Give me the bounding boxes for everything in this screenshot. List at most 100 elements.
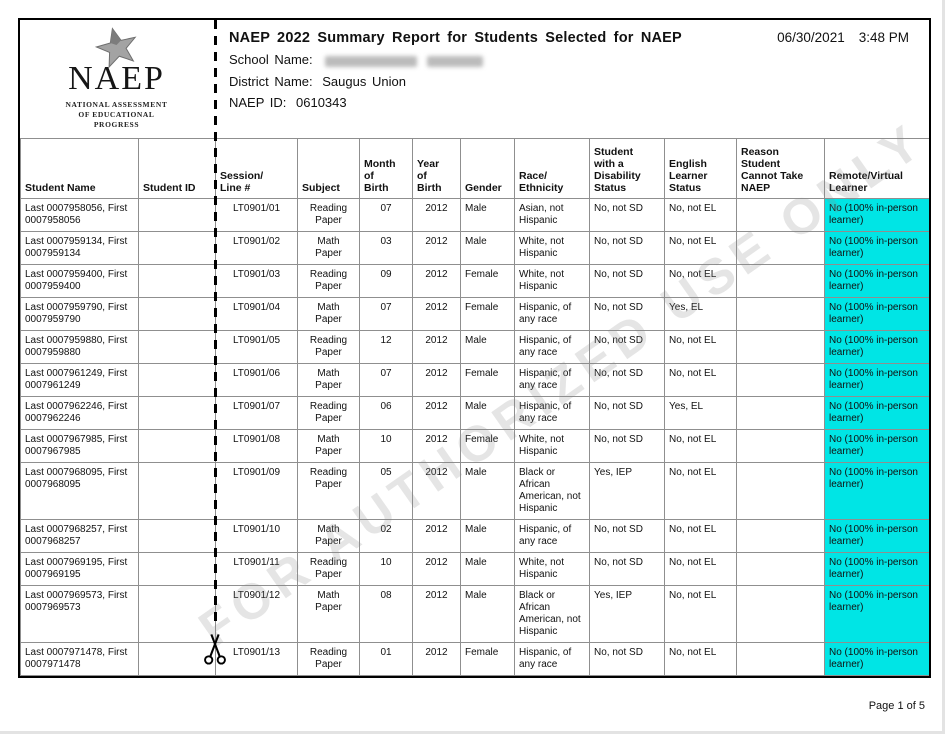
column-header-race-ethnicity: Race/ Ethnicity — [514, 138, 590, 200]
cell-disability-status: No, not SD — [589, 363, 665, 398]
cell-student-id — [138, 552, 216, 587]
cell-disability-status: No, not SD — [589, 429, 665, 464]
table-body: Last 0007958056, First 0007958056 LT0901/… — [20, 198, 929, 677]
cell-race-ethnicity: Black or African American, not Hispanic — [514, 585, 590, 644]
cell-el-status: No, not EL — [664, 642, 737, 677]
cell-subject: Reading Paper — [297, 642, 360, 677]
cell-student-id — [138, 429, 216, 464]
cell-year-of-birth: 2012 — [412, 264, 461, 299]
tagline-line: OF EDUCATIONAL — [78, 110, 155, 120]
cell-remote-virtual: No (100% in-person learner) — [824, 585, 929, 644]
district-name-line: District Name: Saugus Union — [229, 74, 915, 89]
cell-reason-cannot-take — [736, 297, 825, 332]
cell-student-id — [138, 297, 216, 332]
cell-reason-cannot-take — [736, 519, 825, 554]
cell-reason-cannot-take — [736, 363, 825, 398]
cell-el-status: No, not EL — [664, 330, 737, 365]
cell-remote-virtual: No (100% in-person learner) — [824, 642, 929, 677]
tagline-line: PROGRESS — [93, 120, 140, 130]
cell-race-ethnicity: Black or African American, not Hispanic — [514, 462, 590, 521]
cell-gender: Male — [460, 231, 515, 266]
cell-el-status: No, not EL — [664, 519, 737, 554]
report-page: NAEP NATIONAL ASSESSMENT OF EDUCATIONAL … — [18, 18, 931, 679]
cell-remote-virtual: No (100% in-person learner) — [824, 363, 929, 398]
cell-month-of-birth: 07 — [359, 363, 413, 398]
column-header-disability-status: Student with a Disability Status — [589, 138, 665, 200]
cell-student-name: Last 0007968257, First 0007968257 — [20, 519, 139, 554]
cell-year-of-birth: 2012 — [412, 552, 461, 587]
column-header-student-id: Student ID — [138, 138, 216, 200]
column-header-reason-cannot-take: Reason Student Cannot Take NAEP — [736, 138, 825, 200]
cell-student-name: Last 0007969195, First 0007969195 — [20, 552, 139, 587]
logo-tagline: NATIONAL ASSESSMENT OF EDUCATIONAL PROGR… — [66, 100, 168, 130]
cut-dashed-line — [214, 20, 217, 629]
cell-student-id — [138, 462, 216, 521]
cell-month-of-birth: 06 — [359, 396, 413, 431]
students-table: Student Name Student ID Session/ Line # Sub… — [20, 138, 929, 677]
column-header-subject: Subject — [297, 138, 360, 200]
cell-session-line: LT0901/06 — [215, 363, 298, 398]
cell-session-line: LT0901/11 — [215, 552, 298, 587]
cell-reason-cannot-take — [736, 396, 825, 431]
cell-year-of-birth: 2012 — [412, 519, 461, 554]
cell-subject: Reading Paper — [297, 396, 360, 431]
cell-disability-status: No, not SD — [589, 642, 665, 677]
cell-student-name: Last 0007959790, First 0007959790 — [20, 297, 139, 332]
naep-id-line: NAEP ID: 0610343 — [229, 95, 915, 110]
star-icon — [94, 27, 136, 68]
cell-race-ethnicity: White, not Hispanic — [514, 429, 590, 464]
cell-disability-status: No, not SD — [589, 297, 665, 332]
cell-reason-cannot-take — [736, 552, 825, 587]
cell-subject: Reading Paper — [297, 462, 360, 521]
report-header: NAEP NATIONAL ASSESSMENT OF EDUCATIONAL … — [20, 20, 929, 138]
naep-id-value: 0610343 — [296, 95, 347, 111]
cell-student-id — [138, 231, 216, 266]
cell-student-id — [138, 363, 216, 398]
column-header-gender: Gender — [460, 138, 515, 200]
cell-student-name: Last 0007969573, First 0007969573 — [20, 585, 139, 644]
table-row: Last 0007969195, First 0007969195 LT0901/… — [20, 552, 929, 587]
cell-el-status: Yes, EL — [664, 396, 737, 431]
cell-month-of-birth: 05 — [359, 462, 413, 521]
cell-remote-virtual: No (100% in-person learner) — [824, 462, 929, 521]
table-row: Last 0007968095, First 0007968095 LT0901/… — [20, 462, 929, 521]
cell-gender: Male — [460, 552, 515, 587]
cell-gender: Male — [460, 585, 515, 644]
cell-year-of-birth: 2012 — [412, 429, 461, 464]
cell-disability-status: Yes, IEP — [589, 585, 665, 644]
cell-reason-cannot-take — [736, 264, 825, 299]
cell-disability-status: No, not SD — [589, 519, 665, 554]
header-title-block: NAEP 2022 Summary Report for Students Se… — [213, 20, 929, 138]
cell-gender: Male — [460, 396, 515, 431]
report-datetime: 06/30/2021 3:48 PM — [777, 30, 915, 45]
cell-reason-cannot-take — [736, 198, 825, 233]
cell-year-of-birth: 2012 — [412, 330, 461, 365]
cell-subject: Math Paper — [297, 519, 360, 554]
cell-disability-status: No, not SD — [589, 231, 665, 266]
cell-gender: Male — [460, 462, 515, 521]
table-row: Last 0007967985, First 0007967985 LT0901/… — [20, 429, 929, 464]
cell-session-line: LT0901/13 — [215, 642, 298, 677]
table-row: Last 0007961249, First 0007961249 LT0901/… — [20, 363, 929, 398]
cell-subject: Math Paper — [297, 429, 360, 464]
table-row: Last 0007968257, First 0007968257 LT0901/… — [20, 519, 929, 554]
cell-month-of-birth: 09 — [359, 264, 413, 299]
cell-race-ethnicity: Hispanic, of any race — [514, 297, 590, 332]
table-row: Last 0007969573, First 0007969573 LT0901/… — [20, 585, 929, 644]
cell-student-name: Last 0007958056, First 0007958056 — [20, 198, 139, 233]
cell-student-name: Last 0007959880, First 0007959880 — [20, 330, 139, 365]
cell-student-name: Last 0007968095, First 0007968095 — [20, 462, 139, 521]
cell-student-id — [138, 396, 216, 431]
cell-year-of-birth: 2012 — [412, 462, 461, 521]
cell-student-name: Last 0007962246, First 0007962246 — [20, 396, 139, 431]
cell-el-status: Yes, EL — [664, 297, 737, 332]
cell-disability-status: No, not SD — [589, 396, 665, 431]
cell-reason-cannot-take — [736, 429, 825, 464]
cell-session-line: LT0901/03 — [215, 264, 298, 299]
cell-disability-status: Yes, IEP — [589, 462, 665, 521]
cell-year-of-birth: 2012 — [412, 198, 461, 233]
cell-subject: Math Paper — [297, 363, 360, 398]
cell-session-line: LT0901/01 — [215, 198, 298, 233]
cell-el-status: No, not EL — [664, 231, 737, 266]
cell-gender: Female — [460, 264, 515, 299]
